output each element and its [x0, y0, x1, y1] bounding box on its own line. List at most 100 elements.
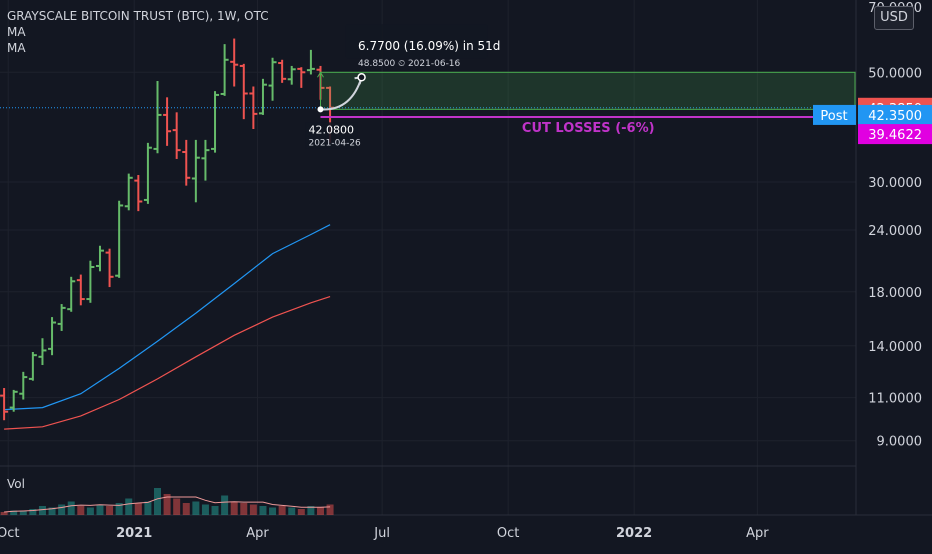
y-tick-label: 9.0000 — [877, 435, 923, 450]
projection-label: 6.7700 (16.09%) in 51d — [358, 39, 500, 53]
ohlc-bar — [95, 245, 104, 272]
ohlc-bar — [278, 59, 287, 83]
volume-bar — [278, 506, 286, 515]
projection-sublabel: 48.8500 ⏲ 2021-06-16 — [358, 59, 461, 69]
volume-label: Vol — [7, 477, 25, 491]
volume-bar — [144, 501, 152, 515]
volume-bar — [221, 495, 229, 515]
volume-bar — [0, 512, 8, 515]
ohlc-bar — [105, 248, 114, 288]
ohlc-bar — [153, 81, 162, 154]
ohlc-bar — [297, 67, 306, 88]
post-tag-bg — [813, 104, 856, 125]
ohlc-bar — [19, 371, 28, 400]
projection-label-bg — [345, 24, 488, 59]
ohlc-bar — [201, 139, 210, 181]
x-tick-label: Jul — [373, 526, 390, 541]
x-tick-label: 2022 — [616, 526, 652, 541]
ohlc-bar — [163, 97, 172, 146]
volume-bar — [269, 507, 277, 515]
currency-button[interactable]: USD — [874, 6, 914, 30]
ohlc-bar — [249, 86, 258, 129]
price-tag-label: 39.4622 — [868, 128, 922, 143]
volume-bar — [163, 494, 171, 515]
volume-bar — [240, 503, 248, 515]
start-label-bg — [305, 122, 358, 149]
ohlc-bar — [57, 304, 66, 331]
y-tick-label: 18.0000 — [868, 286, 922, 301]
volume-bar — [211, 506, 219, 515]
volume-bar — [48, 507, 56, 515]
symbol-title[interactable]: GRAYSCALE BITCOIN TRUST (BTC), 1W, OTC — [7, 9, 269, 23]
y-tick-label: 11.0000 — [868, 392, 922, 407]
volume-bar — [316, 507, 324, 515]
ohlc-bar — [287, 65, 296, 85]
volume-bar — [106, 506, 114, 515]
volume-bar — [38, 506, 46, 515]
ohlc-bar — [0, 388, 9, 421]
volume-ma-line — [4, 496, 331, 513]
volume-bar — [86, 507, 94, 515]
ma-indicator-2-label[interactable]: MA — [7, 41, 26, 55]
price-tag-label: 42.3500 — [868, 109, 922, 124]
cut-losses-label: CUT LOSSES (-6%) — [522, 121, 655, 136]
volume-bar — [29, 509, 37, 515]
volume-bar — [230, 501, 238, 515]
volume-bar — [326, 504, 334, 515]
start-price-label: 42.0800 — [308, 123, 354, 136]
ohlc-bar — [220, 44, 229, 96]
ohlc-bar — [76, 274, 85, 306]
ohlc-bar — [9, 389, 18, 412]
ohlc-bar — [67, 276, 76, 312]
projection-start-dot — [317, 106, 324, 113]
x-tick-label: Oct — [0, 526, 19, 541]
x-tick-label: 2021 — [116, 526, 152, 541]
chart-legend: GRAYSCALE BITCOIN TRUST (BTC), 1W, OTC M… — [7, 8, 269, 56]
ohlc-bar — [268, 57, 277, 101]
ohlc-bar — [48, 317, 57, 356]
volume-bar — [115, 503, 123, 515]
volume-bar — [77, 506, 85, 515]
price-range-box — [319, 71, 856, 110]
volume-bar — [67, 501, 75, 515]
ohlc-bar — [230, 38, 239, 87]
ohlc-bar — [172, 112, 181, 159]
volume-bar — [134, 503, 142, 515]
volume-bar — [173, 498, 181, 515]
ohlc-bar — [115, 200, 124, 278]
ma-slow-line — [4, 296, 331, 430]
volume-bar — [192, 501, 200, 515]
ohlc-bar — [134, 174, 143, 212]
price-tag-bg — [858, 124, 932, 145]
volume-bar — [297, 509, 305, 515]
ohlc-bar — [191, 139, 200, 203]
ohlc-bar — [124, 173, 133, 211]
x-tick-label: Apr — [746, 526, 769, 541]
ohlc-bar — [38, 338, 47, 366]
volume-bar — [259, 506, 267, 515]
start-date-label: 2021-04-26 — [308, 138, 361, 148]
volume-bar — [58, 504, 66, 515]
volume-bar — [249, 504, 257, 515]
volume-bar — [19, 510, 27, 515]
y-tick-label: 14.0000 — [868, 340, 922, 355]
volume-bar — [288, 507, 296, 515]
y-tick-label: 24.0000 — [868, 224, 922, 239]
ohlc-bar — [211, 91, 220, 153]
volume-bar — [10, 510, 18, 515]
ohlc-bar — [182, 139, 191, 186]
ma-indicator-1-label[interactable]: MA — [7, 25, 26, 39]
volume-bar — [96, 504, 104, 515]
price-range-arrowhead — [317, 71, 324, 78]
price-tag-bg — [858, 104, 932, 125]
post-tag-label: Post — [820, 109, 847, 124]
ohlc-bar — [258, 78, 267, 115]
y-tick-label: 50.0000 — [868, 66, 922, 81]
volume-bar — [125, 498, 133, 515]
volume-bar — [307, 506, 315, 515]
x-tick-label: Apr — [246, 526, 269, 541]
projection-end-dot — [357, 73, 366, 82]
